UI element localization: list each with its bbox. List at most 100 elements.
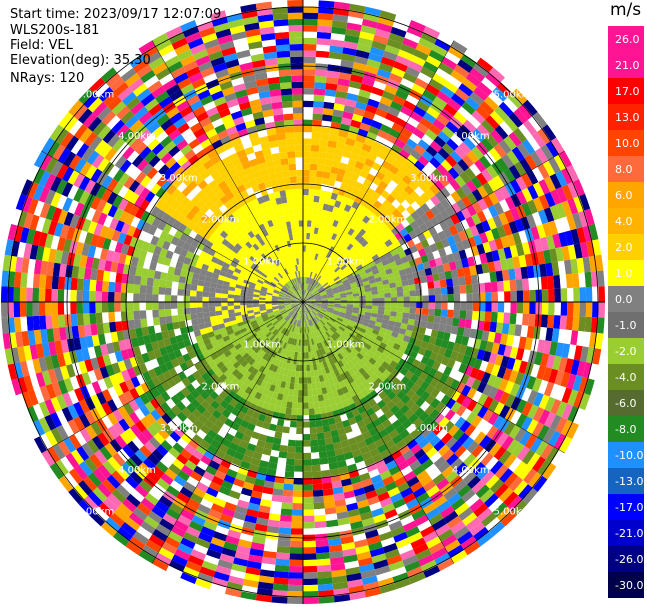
radar-gate <box>297 201 303 208</box>
radar-gate <box>520 416 533 431</box>
radar-gate <box>111 229 121 242</box>
radar-gate <box>340 295 347 299</box>
radar-gate <box>131 436 145 450</box>
radar-gate <box>289 420 297 428</box>
radar-gate <box>456 326 465 337</box>
radar-gate <box>115 371 125 384</box>
radar-gate <box>109 374 120 387</box>
radar-gate <box>353 273 361 279</box>
radar-gate <box>336 401 344 410</box>
radar-gate <box>260 380 268 389</box>
radar-gate <box>365 407 375 417</box>
radar-gate <box>426 358 436 368</box>
radar-gate <box>303 302 305 309</box>
radar-gate <box>364 311 372 317</box>
radar-gate <box>334 300 341 302</box>
radar-gate <box>271 336 278 343</box>
radar-gate <box>75 241 85 255</box>
radar-gate <box>383 283 390 290</box>
radar-gate <box>258 231 266 239</box>
radar-gate <box>339 202 347 211</box>
radar-gate <box>246 469 258 479</box>
radar-gate <box>506 439 520 454</box>
radar-gate <box>372 141 383 151</box>
radar-gate <box>281 432 290 440</box>
radar-gate <box>493 260 502 272</box>
radar-gate <box>304 270 307 277</box>
radar-gate <box>234 267 242 274</box>
radar-gate <box>398 328 407 336</box>
radar-gate <box>329 172 338 181</box>
radar-gate <box>146 167 159 180</box>
radar-gate <box>249 255 257 263</box>
radar-gate <box>295 307 300 313</box>
radar-gate <box>151 143 165 156</box>
radar-gate <box>365 187 375 197</box>
radar-gate <box>478 292 486 302</box>
radar-gate <box>177 302 184 309</box>
radar-gate <box>297 352 301 359</box>
radar-gate <box>273 289 281 293</box>
radar-gate <box>331 349 338 357</box>
radar-gate <box>443 487 458 501</box>
radar-gate <box>486 165 499 179</box>
radar-gate <box>380 404 391 414</box>
radar-gate <box>45 275 53 289</box>
radar-gate <box>252 484 264 493</box>
radar-gate <box>407 531 423 544</box>
radar-gate <box>205 199 215 209</box>
radar-gate <box>248 358 256 366</box>
radar-gate <box>126 493 141 508</box>
radar-gate <box>277 302 285 305</box>
radar-gate <box>444 183 456 195</box>
radar-gate <box>312 107 324 115</box>
radar-gate <box>332 310 340 314</box>
radar-gate <box>370 119 383 130</box>
radar-gate <box>510 410 522 425</box>
radar-gate <box>285 305 292 309</box>
radar-gate <box>314 337 319 344</box>
radar-gate <box>469 328 477 339</box>
radar-gate <box>466 387 477 400</box>
radar-gate <box>232 257 240 265</box>
radar-gate <box>255 268 263 275</box>
radar-gate <box>296 176 303 183</box>
radar-gate <box>387 390 397 401</box>
radar-gate <box>375 423 386 433</box>
radar-gate <box>325 152 335 161</box>
radar-gate <box>210 503 225 514</box>
radar-gate <box>497 343 507 356</box>
radar-gate <box>308 319 313 326</box>
radar-gate <box>379 341 388 350</box>
radar-gate <box>228 264 236 272</box>
radar-gate <box>385 133 398 144</box>
radar-gate <box>240 288 248 294</box>
radar-gate <box>398 179 409 190</box>
radar-gate <box>360 324 368 331</box>
radar-gate <box>200 169 211 180</box>
radar-gate <box>112 137 126 152</box>
radar-gate <box>324 216 331 225</box>
radar-gate <box>398 444 411 456</box>
radar-gate <box>210 170 221 180</box>
radar-gate <box>134 106 149 120</box>
radar-gate <box>331 363 338 371</box>
radar-gate <box>326 267 333 274</box>
radar-gate <box>292 345 297 352</box>
radar-gate <box>344 286 352 291</box>
radar-gate <box>308 312 313 319</box>
radar-gate <box>195 148 208 160</box>
radar-gate <box>232 326 240 333</box>
radar-gate <box>311 132 321 140</box>
radar-gate <box>73 173 86 188</box>
radar-gate <box>234 291 241 296</box>
radar-gate <box>284 322 290 329</box>
radar-gate <box>270 270 277 277</box>
radar-gate <box>457 106 472 120</box>
radar-gate <box>382 118 395 129</box>
radar-gate <box>142 334 152 345</box>
radar-gate <box>91 209 102 224</box>
radar-gate <box>445 194 457 207</box>
radar-gate <box>471 110 486 125</box>
radar-gate <box>265 369 273 377</box>
